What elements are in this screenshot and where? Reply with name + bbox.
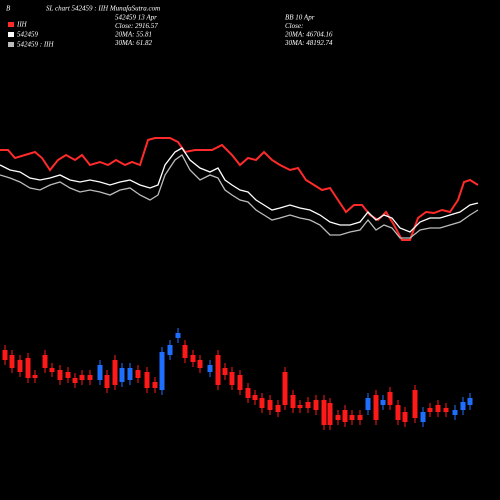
candle-body (49, 368, 55, 372)
candle-body (237, 375, 243, 390)
info-text: Close: 2916.57 (115, 22, 158, 30)
legend-swatch (8, 22, 14, 27)
candle-body (402, 412, 408, 422)
legend-swatch (8, 42, 14, 47)
candle-body (152, 382, 158, 388)
candle-body (112, 360, 118, 385)
line-series (0, 154, 479, 239)
candle-body (395, 405, 401, 420)
candle-body (197, 360, 203, 368)
info-text: 20MA: 46704.16 (285, 31, 333, 39)
candle-body (321, 400, 327, 425)
legend-swatch (8, 32, 14, 37)
lines (0, 137, 479, 241)
chart-title: SL chart 542459 : IIH MunafaSutra.com (46, 5, 160, 13)
candle-body (387, 392, 393, 405)
candle-body (159, 352, 165, 390)
candle-body (452, 410, 458, 415)
candle-body (175, 333, 181, 338)
candle-body (443, 408, 449, 412)
legend: IIH 542459 542459 : IIH (8, 21, 54, 49)
candle-body (207, 365, 213, 372)
info-text: 30MA: 48192.74 (284, 39, 333, 47)
candle-body (342, 410, 348, 422)
candle-body (97, 365, 103, 380)
candle-body (135, 370, 141, 378)
candle-body (79, 375, 85, 380)
candle-body (373, 395, 379, 420)
legend-label: 542459 : IIH (17, 41, 54, 49)
candle-body (259, 398, 265, 408)
candle-body (435, 405, 441, 412)
candle-body (144, 372, 150, 388)
candle-body (229, 372, 235, 385)
candle-body (222, 368, 228, 375)
candle-body (349, 415, 355, 420)
candle-body (412, 390, 418, 418)
candle-body (297, 405, 303, 408)
candle-body (357, 415, 363, 420)
candle-body (305, 402, 311, 408)
candle-body (327, 403, 333, 425)
line-series (0, 147, 479, 233)
candle-body (25, 358, 31, 378)
candle-body (215, 355, 221, 385)
candle-body (275, 405, 281, 412)
candle-body (290, 395, 296, 408)
candle-body (57, 370, 63, 380)
candle-body (127, 368, 133, 380)
candle-body (252, 395, 258, 400)
info-text: BB 10 Apr (285, 14, 315, 22)
candle-body (467, 398, 473, 405)
candle-body (32, 375, 38, 378)
candle-body (380, 400, 386, 405)
legend-label: 542459 (17, 31, 39, 39)
candle-body (167, 345, 173, 355)
candle-body (182, 345, 188, 358)
candle-body (65, 372, 71, 378)
candle-body (245, 388, 251, 398)
info-text: 20MA: 55.81 (115, 31, 152, 39)
candle-body (427, 408, 433, 412)
candle-body (119, 368, 125, 382)
info-text: 30MA: 61.82 (114, 39, 152, 47)
corner-label: B (6, 5, 11, 13)
candle-body (335, 415, 341, 420)
info-text: 542459 13 Apr (115, 14, 157, 22)
line-series (0, 137, 479, 241)
candle-body (87, 375, 93, 380)
candle-body (104, 375, 110, 388)
candle-body (420, 412, 426, 422)
candles (2, 328, 473, 430)
candle-body (267, 400, 273, 410)
candle-body (42, 355, 48, 368)
candle-body (365, 398, 371, 410)
candle-body (2, 350, 8, 360)
candle-body (72, 378, 78, 383)
candle-body (17, 360, 23, 372)
candle-body (9, 355, 15, 368)
info-text: Close: (285, 22, 303, 30)
candle-body (313, 400, 319, 410)
legend-label: IIH (16, 21, 28, 29)
candle-body (190, 355, 196, 362)
candle-body (282, 372, 288, 405)
candle-body (460, 402, 466, 410)
